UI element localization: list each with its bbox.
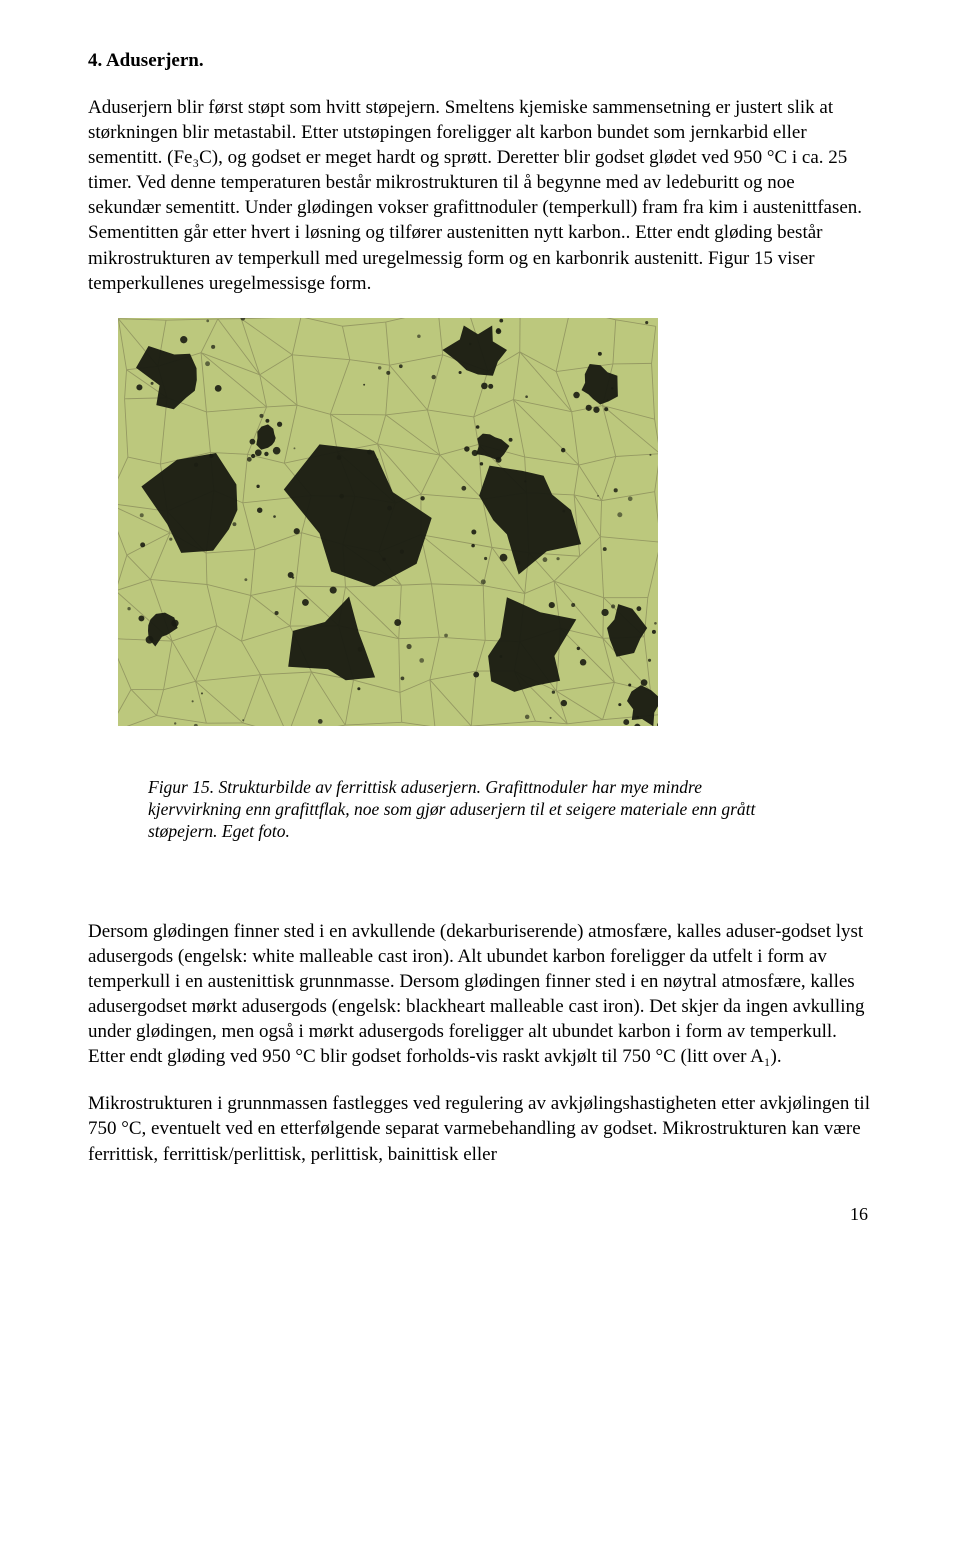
spacer — [88, 867, 872, 919]
page-number: 16 — [88, 1203, 872, 1227]
paragraph-1: Aduserjern blir først støpt som hvitt st… — [88, 95, 872, 296]
figure-15: Figur 15. Strukturbilde av ferrittisk ad… — [88, 318, 872, 843]
section-heading: 4. Aduserjern. — [88, 48, 872, 73]
paragraph-3: Mikrostrukturen i grunnmassen fastlegges… — [88, 1091, 872, 1166]
micrograph-image — [118, 318, 658, 726]
paragraph-2: Dersom glødingen finner sted i en avkull… — [88, 919, 872, 1069]
figure-caption: Figur 15. Strukturbilde av ferrittisk ad… — [148, 776, 788, 843]
